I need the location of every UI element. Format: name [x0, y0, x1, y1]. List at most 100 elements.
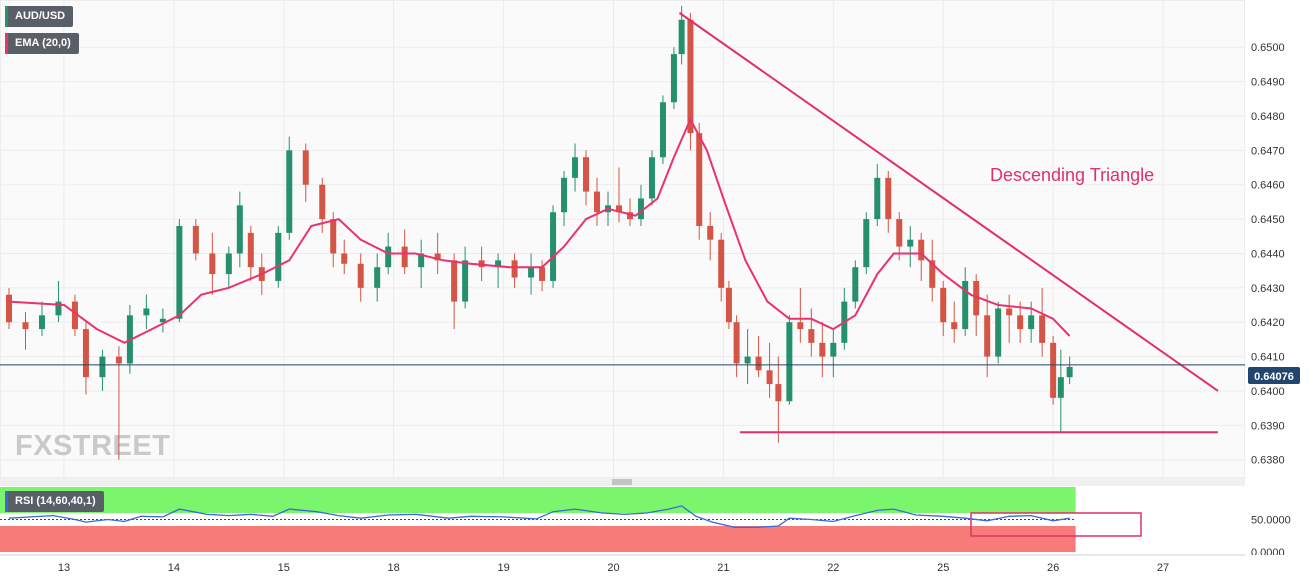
price-tick-label: 0.6500 [1251, 42, 1285, 54]
candle-body [696, 133, 703, 226]
candle-body [319, 184, 326, 220]
price-tick-label: 0.6410 [1251, 352, 1285, 364]
candle-body [626, 212, 633, 220]
pattern-annotation: Descending Triangle [990, 165, 1154, 185]
candle [929, 239, 936, 302]
candle-body [192, 225, 199, 254]
candle [973, 274, 980, 336]
candle [1057, 349, 1064, 433]
candle [962, 267, 969, 336]
candle-body [907, 239, 914, 247]
time-tick-label: 21 [717, 562, 729, 574]
candle [1066, 356, 1073, 385]
candle [907, 225, 914, 268]
candle-body [330, 219, 337, 254]
candle-body [896, 219, 903, 247]
candle [55, 280, 62, 323]
candle-body [511, 260, 518, 278]
candle-body [1006, 308, 1013, 316]
candle [225, 246, 232, 288]
price-axis-background [1245, 0, 1315, 478]
candle [82, 322, 89, 395]
candle [275, 225, 282, 288]
candle-body [929, 260, 936, 288]
candle-body [615, 205, 622, 213]
candle [1017, 301, 1024, 343]
candle-body [495, 260, 502, 268]
candle [766, 342, 773, 398]
candle-body [885, 177, 892, 220]
candle-body [462, 260, 469, 302]
price-tick-label: 0.6390 [1251, 420, 1285, 432]
pane-divider[interactable] [0, 478, 1245, 486]
candle-body [71, 301, 78, 330]
candle-body [973, 280, 980, 316]
candle [6, 287, 12, 330]
candle-body [648, 157, 655, 199]
candle-body [209, 253, 216, 275]
candle-body [99, 356, 106, 378]
candle [434, 232, 441, 275]
price-tick-label: 0.6480 [1251, 111, 1285, 123]
candle [670, 47, 677, 110]
price-tick-label: 0.6460 [1251, 180, 1285, 192]
candle-body [797, 322, 804, 330]
price-tick-label: 0.6380 [1251, 455, 1285, 467]
candle-body [115, 356, 122, 364]
candle-body [1066, 366, 1073, 378]
candle [615, 167, 622, 223]
candle [286, 136, 293, 240]
candle [192, 219, 199, 261]
candle [830, 329, 837, 378]
time-tick-label: 15 [278, 562, 290, 574]
candle-body [951, 322, 958, 330]
candle-body [1017, 315, 1024, 330]
watermark-fxstreet: FXSTREET [15, 430, 170, 462]
candle-body [341, 253, 348, 264]
ema-tag[interactable]: EMA (20,0) [5, 33, 79, 54]
candle-body [572, 157, 579, 178]
candle [863, 212, 870, 275]
time-tick-label: 18 [388, 562, 400, 574]
candle [539, 260, 546, 292]
candle-body [995, 308, 1002, 357]
candle-body [940, 287, 947, 323]
candle-body [766, 370, 773, 385]
candle-body [225, 253, 232, 275]
candle [401, 229, 408, 275]
symbol-tag[interactable]: AUD/USD [5, 6, 74, 27]
candle-body [236, 205, 243, 254]
time-axis-background [0, 555, 1315, 580]
price-tick-label: 0.6430 [1251, 283, 1285, 295]
candle [561, 170, 568, 226]
candle [995, 301, 1002, 364]
candle-body [22, 322, 29, 330]
symbol-color-bar [5, 6, 8, 27]
price-tick-label: 0.6490 [1251, 77, 1285, 89]
candle-body [275, 232, 282, 281]
candle-body [451, 260, 458, 302]
rsi-tag[interactable]: RSI (14,60,40,1) [5, 491, 104, 512]
candle-body [1057, 377, 1064, 398]
candle-body [1050, 342, 1057, 398]
candle [511, 253, 518, 288]
candle [755, 335, 762, 378]
candle-body [434, 253, 441, 261]
candle [819, 322, 826, 378]
candle-body [594, 191, 601, 213]
candle [725, 280, 732, 330]
candle-body [55, 301, 62, 316]
rsi-overbought-zone [0, 487, 1076, 513]
candle [143, 294, 150, 330]
candle-body [637, 198, 644, 220]
candle [38, 301, 45, 336]
candle-body [874, 177, 881, 220]
candle-body [744, 356, 751, 364]
candle-body [1028, 315, 1035, 330]
candle [786, 315, 793, 405]
rsi-label: RSI (14,60,40,1) [15, 495, 96, 507]
time-tick-label: 14 [168, 562, 180, 574]
candle [918, 232, 925, 281]
candle [984, 294, 991, 378]
